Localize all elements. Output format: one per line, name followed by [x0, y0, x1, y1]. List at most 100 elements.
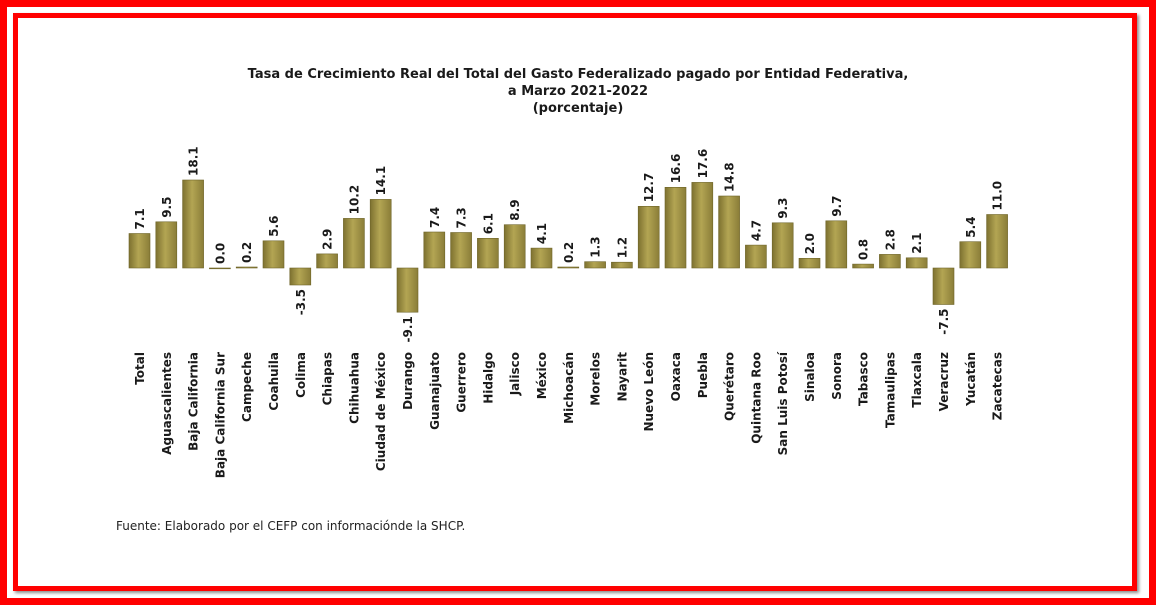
category-label-30: Veracruz — [937, 352, 951, 411]
bar-19 — [637, 206, 660, 269]
bar-23 — [745, 244, 767, 269]
value-label-21: 17.6 — [696, 149, 710, 179]
bar-1 — [155, 221, 178, 269]
bar-12 — [450, 232, 472, 269]
chart-title-line-3: (porcentaje) — [532, 101, 624, 116]
bar-8 — [343, 218, 365, 269]
value-label-23: 4.7 — [749, 220, 763, 241]
value-label-29: 2.1 — [910, 233, 924, 254]
category-label-5: Coahuila — [267, 352, 281, 411]
value-label-22: 14.8 — [723, 162, 737, 192]
category-label-26: Sonora — [830, 352, 844, 400]
value-label-4: 0.2 — [240, 242, 254, 263]
bar-0 — [128, 233, 151, 269]
category-label-3: Baja California Sur — [213, 352, 227, 478]
value-label-25: 2.0 — [803, 233, 817, 254]
category-label-7: Chiapas — [321, 352, 335, 405]
value-label-12: 7.3 — [455, 207, 469, 228]
category-label-11: Guanajuato — [428, 352, 442, 430]
chart-title: Tasa de Crecimiento Real del Total del G… — [0, 66, 1156, 117]
bar-13 — [477, 238, 499, 269]
category-label-21: Puebla — [696, 352, 710, 398]
category-label-10: Durango — [401, 352, 415, 410]
category-label-23: Quintana Roo — [749, 352, 763, 444]
bar-25 — [798, 257, 821, 269]
value-label-1: 9.5 — [160, 197, 174, 218]
value-label-32: 11.0 — [991, 181, 1005, 211]
value-label-20: 16.6 — [669, 154, 683, 184]
bar-32 — [986, 214, 1008, 269]
value-label-30: -7.5 — [937, 309, 951, 335]
category-label-8: Chihuahua — [347, 352, 361, 424]
category-label-13: Hidalgo — [481, 352, 495, 404]
value-label-13: 6.1 — [481, 213, 495, 234]
bar-16 — [557, 266, 580, 269]
category-label-17: Morelos — [589, 352, 603, 406]
value-label-5: 5.6 — [267, 216, 281, 237]
category-label-24: San Luis Potosí — [776, 351, 790, 455]
bar-4 — [235, 266, 258, 269]
value-labels-group: 7.1 9.5 18.1 0.0 0.2 5.6 -3.5 2.9 10.2 14.1 -9.1 7.… — [133, 146, 1005, 342]
category-labels-group: Total Aguascalientes Baja California Baja C… — [133, 351, 1005, 478]
value-label-3: 0.0 — [213, 243, 227, 264]
bar-7 — [316, 253, 338, 269]
value-label-27: 0.8 — [857, 239, 871, 260]
bar-24 — [771, 222, 794, 269]
category-label-16: Michoacán — [562, 352, 576, 424]
bar-28 — [879, 254, 901, 269]
value-label-8: 10.2 — [347, 185, 361, 215]
value-label-24: 9.3 — [776, 198, 790, 219]
category-label-27: Tabasco — [857, 352, 871, 406]
value-label-6: -3.5 — [294, 289, 308, 315]
category-label-29: Tlaxcala — [910, 352, 924, 408]
bar-5 — [262, 240, 285, 269]
category-label-2: Baja California — [187, 352, 201, 451]
bar-11 — [423, 231, 446, 269]
bar-31 — [959, 241, 982, 269]
bar-14 — [503, 224, 526, 269]
bar-2 — [182, 179, 204, 269]
chart-title-line-1: Tasa de Crecimiento Real del Total del G… — [247, 67, 909, 82]
value-label-19: 12.7 — [642, 173, 656, 203]
category-label-19: Nuevo León — [642, 352, 656, 432]
value-label-26: 9.7 — [830, 196, 844, 217]
value-label-28: 2.8 — [883, 229, 897, 250]
bar-20 — [664, 187, 687, 269]
value-label-31: 5.4 — [964, 216, 978, 237]
value-label-11: 7.4 — [428, 207, 442, 228]
category-label-20: Oaxaca — [669, 352, 683, 401]
category-label-25: Sinaloa — [803, 352, 817, 402]
value-label-15: 4.1 — [535, 223, 549, 244]
bar-6 — [289, 267, 312, 286]
bar-15 — [530, 247, 553, 269]
category-label-28: Tamaulipas — [883, 352, 897, 428]
category-label-0: Total — [133, 352, 147, 385]
category-label-32: Zacatecas — [991, 352, 1005, 420]
category-label-15: México — [535, 352, 549, 399]
value-label-2: 18.1 — [187, 146, 201, 176]
bar-21 — [691, 182, 714, 269]
category-label-6: Colima — [294, 352, 308, 398]
category-label-18: Nayarit — [615, 352, 629, 402]
value-label-17: 1.3 — [589, 236, 603, 257]
bar-18 — [611, 261, 633, 269]
value-label-14: 8.9 — [508, 199, 522, 220]
bar-17 — [584, 261, 606, 269]
chart-title-line-2: a Marzo 2021-2022 — [507, 84, 649, 99]
bar-22 — [718, 195, 740, 269]
value-label-9: 14.1 — [374, 166, 388, 196]
value-label-7: 2.9 — [321, 229, 335, 250]
value-label-16: 0.2 — [562, 242, 576, 263]
value-label-10: -9.1 — [401, 316, 415, 342]
bar-9 — [369, 199, 392, 269]
category-label-9: Ciudad de México — [374, 352, 388, 471]
value-label-18: 1.2 — [615, 237, 629, 258]
category-label-22: Querétaro — [723, 352, 737, 421]
bar-3 — [209, 267, 231, 270]
value-label-0: 7.1 — [133, 208, 147, 229]
category-label-31: Yucatán — [964, 352, 978, 407]
bars-group — [128, 179, 1008, 313]
category-label-12: Guerrero — [455, 352, 469, 413]
